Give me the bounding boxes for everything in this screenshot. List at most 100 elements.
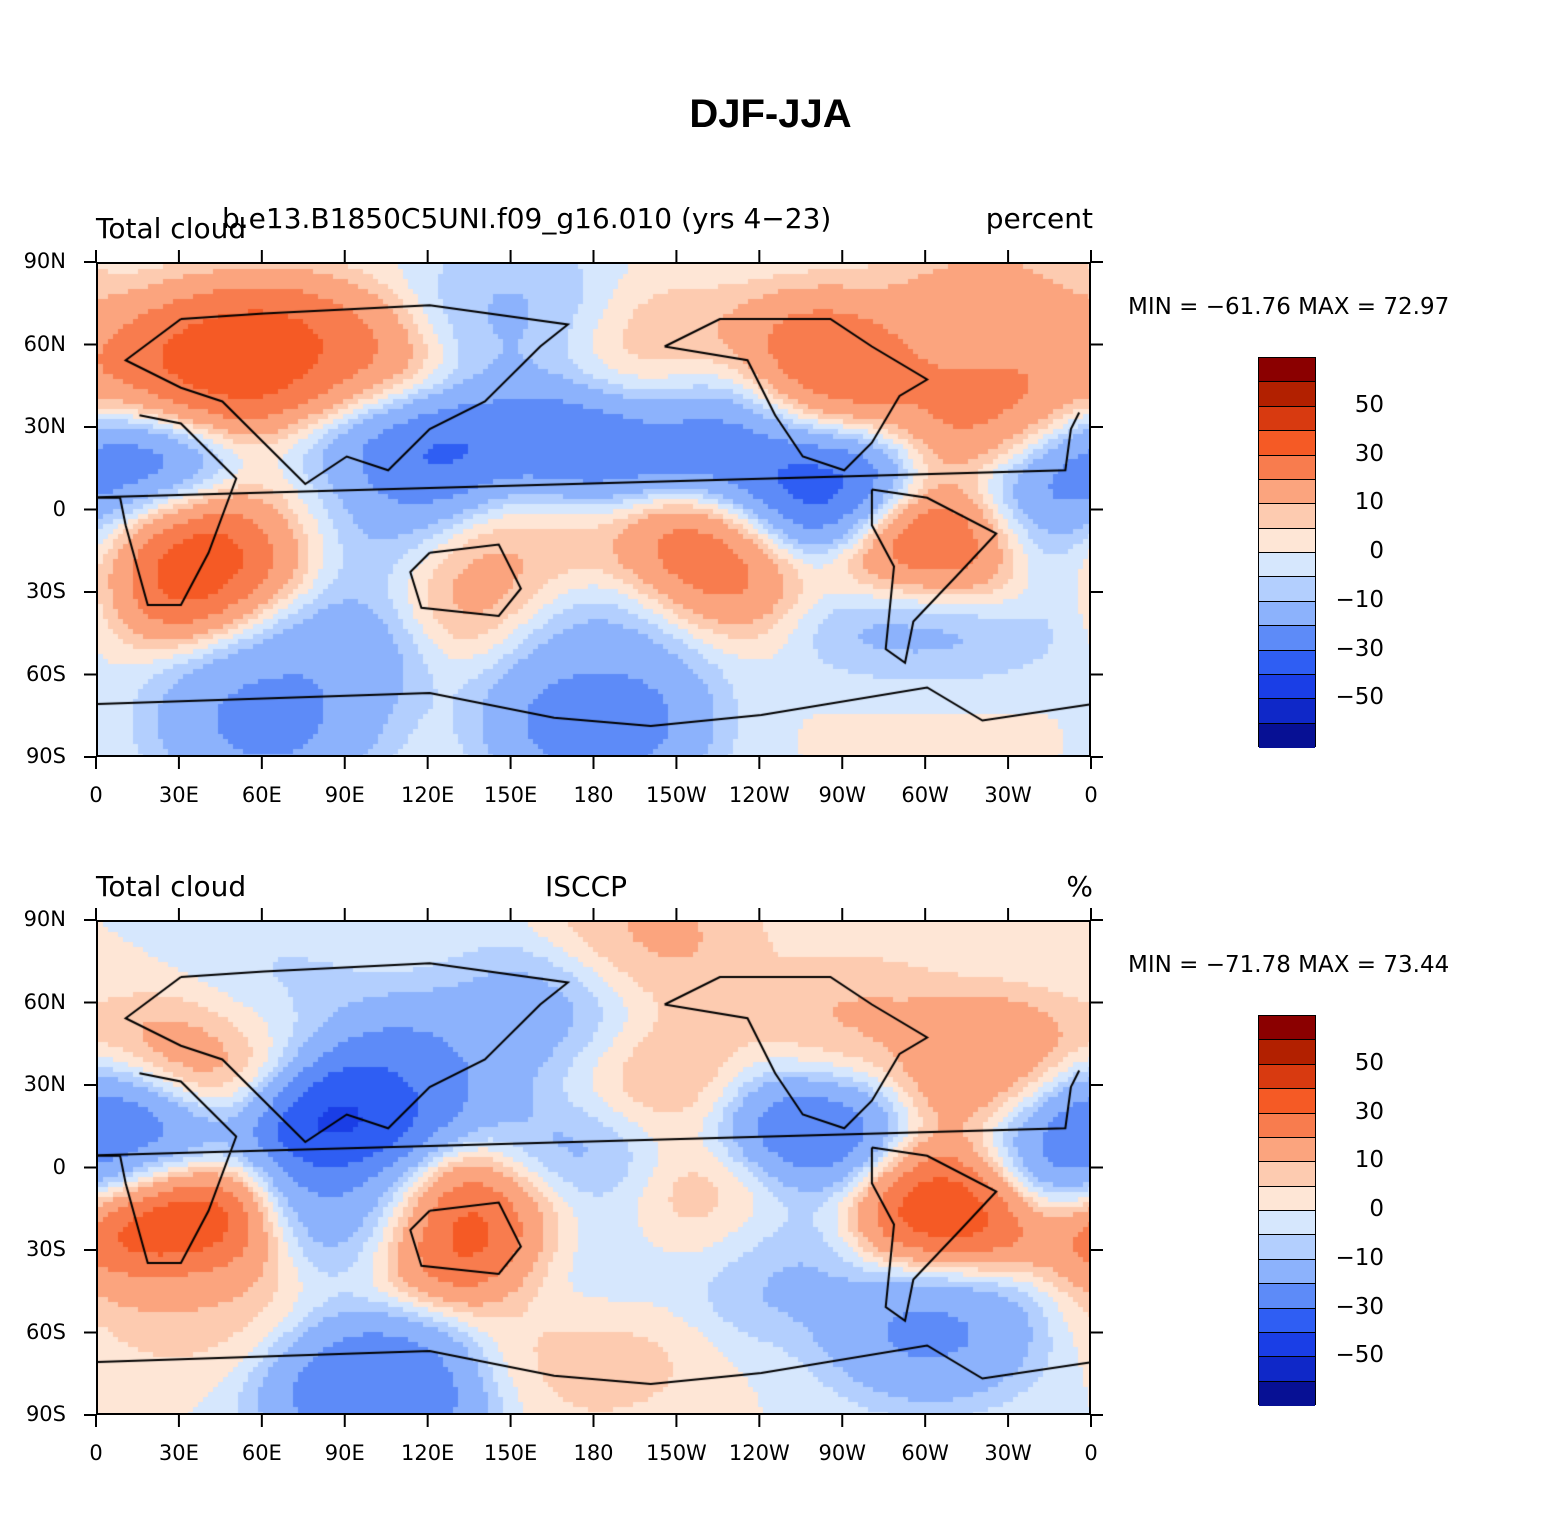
colorbar-label: 10 — [1354, 1147, 1384, 1174]
map-plot — [96, 262, 1091, 757]
colorbar-bin — [1259, 1113, 1315, 1138]
colorbar-bin — [1259, 1308, 1315, 1333]
colorbar-bin — [1259, 1186, 1315, 1211]
colorbar-label: −10 — [1335, 586, 1384, 613]
colorbar-label: −50 — [1335, 684, 1384, 711]
min-max-readout: MIN = −71.78 MAX = 73.44 — [1128, 952, 1450, 978]
colorbar-label: 50 — [1354, 1049, 1384, 1076]
colorbar-label: −50 — [1335, 1342, 1384, 1369]
colorbar-bin — [1259, 1064, 1315, 1090]
colorbar-bin — [1259, 431, 1315, 456]
lat-label: 90S — [25, 1402, 66, 1426]
lat-label: 60S — [25, 661, 66, 686]
colorbar-label: 0 — [1369, 1196, 1384, 1222]
colorbar-bin — [1259, 601, 1315, 627]
lat-label: 30N — [23, 414, 66, 438]
colorbar-bin — [1259, 723, 1315, 748]
panel-right-label: percent — [985, 202, 1093, 235]
colorbar-label: 50 — [1354, 391, 1384, 418]
lat-label: 60N — [23, 331, 66, 356]
lon-label: 60W — [901, 1441, 949, 1465]
lat-label: 60S — [25, 1319, 66, 1344]
colorbar-bin — [1259, 1089, 1315, 1114]
colorbar-label: 30 — [1354, 1098, 1384, 1125]
colorbar-bin — [1259, 626, 1315, 651]
lat-label: 0 — [52, 1154, 66, 1179]
panel-center-label: ISCCP — [545, 870, 628, 903]
colorbar-bin — [1259, 1040, 1315, 1065]
lat-label: 60N — [23, 989, 66, 1014]
contour-field — [98, 922, 1089, 1413]
colorbar-bin — [1259, 406, 1315, 432]
lat-label: 90S — [25, 744, 66, 768]
lon-label: 180 — [573, 1441, 614, 1465]
lon-label: 150W — [645, 783, 707, 807]
colorbar-bin — [1259, 358, 1315, 383]
panel-center-label: b.e13.B1850C5UNI.f09_g16.010 (yrs 4−23) — [222, 202, 832, 235]
lon-label: 90W — [818, 1441, 867, 1465]
lon-label: 0 — [1084, 783, 1098, 807]
lat-label: 0 — [52, 496, 66, 521]
colorbar-bin — [1259, 553, 1315, 578]
lat-label: 90N — [23, 249, 66, 273]
colorbar-bin — [1259, 699, 1315, 724]
lon-label: 120W — [728, 1441, 790, 1465]
lon-label: 120W — [728, 783, 790, 807]
lat-label: 30N — [23, 1072, 66, 1096]
lon-label: 120E — [400, 1441, 455, 1465]
colorbar-bin — [1259, 1259, 1315, 1285]
colorbar-bin — [1259, 674, 1315, 700]
figure-title: DJF-JJA — [689, 92, 852, 136]
colorbar-bin — [1259, 1381, 1315, 1406]
colorbar-bin — [1259, 650, 1315, 675]
colorbar-bin — [1259, 528, 1315, 553]
colorbar-bin — [1259, 479, 1315, 505]
colorbar — [1258, 1015, 1316, 1406]
colorbar-bin — [1259, 1357, 1315, 1382]
colorbar-bin — [1259, 1332, 1315, 1358]
lon-label: 0 — [89, 1441, 103, 1465]
lon-label: 150W — [645, 1441, 707, 1465]
lon-label: 30W — [984, 1441, 1032, 1465]
colorbar-label: 0 — [1369, 538, 1384, 564]
lon-label: 30E — [158, 783, 199, 807]
colorbar-label: −10 — [1335, 1244, 1384, 1271]
lon-label: 90W — [818, 783, 867, 807]
colorbar-bin — [1259, 1235, 1315, 1260]
panel-left-label: Total cloud — [96, 870, 247, 903]
colorbar-bin — [1259, 1211, 1315, 1236]
lat-label: 90N — [23, 907, 66, 931]
colorbar-bin — [1259, 1137, 1315, 1163]
colorbar-label: −30 — [1335, 1293, 1384, 1320]
lat-label: 30S — [25, 1237, 66, 1261]
colorbar — [1258, 357, 1316, 748]
colorbar-label: −30 — [1335, 635, 1384, 662]
lon-label: 180 — [573, 783, 614, 807]
colorbar-bin — [1259, 1016, 1315, 1041]
lon-label: 60W — [901, 783, 949, 807]
lon-label: 0 — [89, 783, 103, 807]
lon-label: 150E — [483, 1441, 538, 1465]
min-max-readout: MIN = −61.76 MAX = 72.97 — [1128, 294, 1450, 320]
panel-right-label: % — [1066, 870, 1093, 903]
colorbar-label: 10 — [1354, 489, 1384, 516]
lon-label: 150E — [483, 783, 538, 807]
colorbar-bin — [1259, 504, 1315, 529]
colorbar-bin — [1259, 577, 1315, 602]
colorbar-bin — [1259, 455, 1315, 480]
lon-label: 60E — [241, 783, 282, 807]
lon-label: 30W — [984, 783, 1032, 807]
lon-label: 60E — [241, 1441, 282, 1465]
contour-field — [98, 264, 1089, 755]
panel-left-label: Total cloud — [96, 212, 247, 245]
colorbar-bin — [1259, 1162, 1315, 1187]
lat-label: 30S — [25, 579, 66, 603]
lon-label: 120E — [400, 783, 455, 807]
lon-label: 0 — [1084, 1441, 1098, 1465]
colorbar-label: 30 — [1354, 440, 1384, 467]
map-plot — [96, 920, 1091, 1415]
colorbar-bin — [1259, 1284, 1315, 1309]
